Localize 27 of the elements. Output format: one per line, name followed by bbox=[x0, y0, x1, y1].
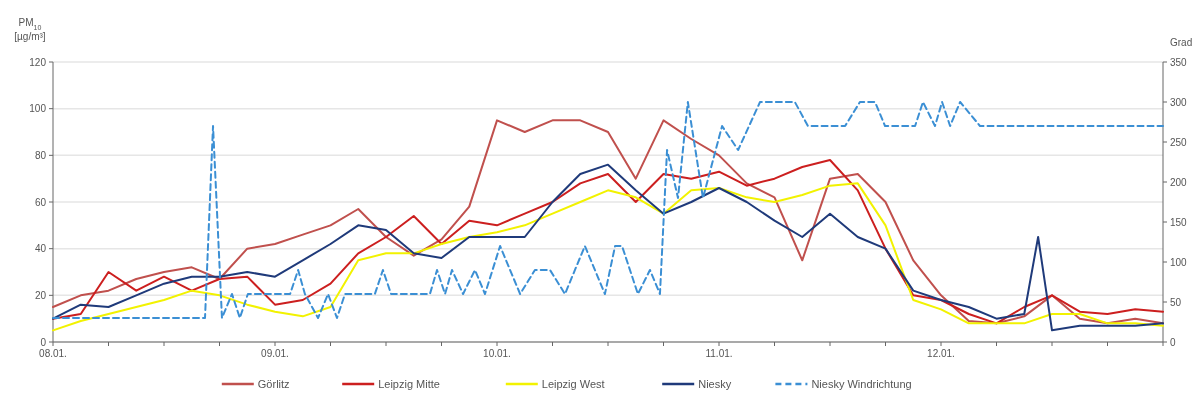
x-tick-label: 09.01. bbox=[261, 348, 289, 359]
y2-tick-label: 100 bbox=[1170, 256, 1188, 268]
y-tick-label: 20 bbox=[34, 289, 47, 301]
y-tick-label: 0 bbox=[40, 336, 47, 348]
y2-tick-label: 150 bbox=[1170, 216, 1188, 228]
y2-tick-label: 200 bbox=[1170, 176, 1188, 188]
x-tick-label: 08.01. bbox=[39, 348, 67, 359]
y-tick-label: 120 bbox=[29, 56, 47, 68]
y2-tick-label: 250 bbox=[1170, 136, 1188, 148]
legend-label: Niesky Windrichtung bbox=[811, 377, 912, 390]
x-tick-label: 12.01. bbox=[927, 348, 955, 359]
y2-tick-label: 350 bbox=[1170, 56, 1188, 68]
y2-tick-label: 0 bbox=[1170, 336, 1176, 348]
legend-label: Niesky bbox=[698, 377, 732, 390]
y-tick-label: 40 bbox=[34, 243, 47, 255]
y2-axis-title: Grad bbox=[1170, 37, 1193, 48]
y2-tick-label: 300 bbox=[1170, 96, 1188, 108]
x-tick-label: 10.01. bbox=[483, 348, 511, 359]
y-tick-label: 80 bbox=[34, 149, 47, 161]
y-tick-label: 100 bbox=[29, 103, 47, 115]
y-tick-label: 60 bbox=[34, 196, 47, 208]
legend-label: Leipzig Mitte bbox=[378, 377, 440, 390]
legend-label: Leipzig West bbox=[541, 377, 605, 390]
legend-label: Görlitz bbox=[257, 377, 290, 390]
x-tick-label: 11.01. bbox=[705, 348, 733, 359]
y2-tick-label: 50 bbox=[1170, 296, 1182, 308]
y-axis-title: PM$_{10}$ [µg/m³] bbox=[14, 17, 46, 42]
